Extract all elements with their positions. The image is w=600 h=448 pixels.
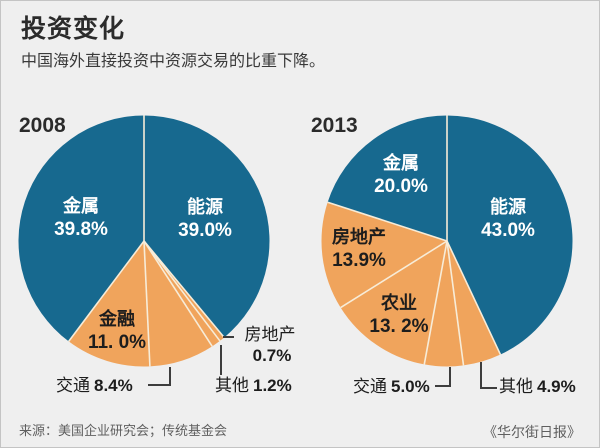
chart-subtitle: 中国海外直接投资中资源交易的比重下降。 — [21, 53, 326, 70]
slice-label-energy-2013: 能源 43.0% — [481, 197, 535, 241]
leader-line-other-2008 — [220, 345, 222, 375]
leader-line-transport-2008 — [148, 367, 171, 386]
pie-2008-svg — [18, 115, 270, 367]
leader-line-realestate-2008 — [223, 336, 234, 338]
leader-line-other-2013 — [480, 362, 497, 389]
pie-chart-2013 — [320, 114, 574, 368]
publication-credit: 《华尔街日报》 — [483, 424, 581, 440]
pie-2013-year-label: 2013 — [311, 114, 358, 137]
chart-title: 投资变化 — [21, 15, 126, 43]
pie-2008-year-label: 2008 — [19, 114, 66, 137]
slice-label-metal-2013: 金属 20.0% — [374, 153, 428, 197]
slice-label-energy-2008: 能源 39.0% — [178, 197, 232, 241]
slice-label-transport-2013: 交通 5.0% — [353, 377, 430, 396]
pie-2013-svg — [321, 115, 573, 367]
slice-label-realestate-2013: 房地产 13.9% — [332, 227, 386, 271]
slice-label-transport-2008: 交通 8.4% — [56, 376, 133, 395]
slice-label-agriculture-2013: 农业 13. 2% — [369, 293, 429, 337]
leader-line-transport-2013 — [435, 367, 451, 387]
slice-label-realestate-2008: 房地产 0.7% — [244, 325, 296, 365]
slice-label-other-2008: 其他 1.2% — [215, 376, 292, 395]
source-note: 来源：美国企业研究会；传统基金会 — [19, 423, 228, 438]
slice-label-metal-2008: 金属 39.8% — [54, 196, 108, 240]
slice-label-finance-2008: 金融 11. 0% — [87, 309, 147, 353]
pie-chart-2008 — [17, 114, 271, 368]
slice-label-other-2013: 其他 4.9% — [499, 377, 576, 396]
